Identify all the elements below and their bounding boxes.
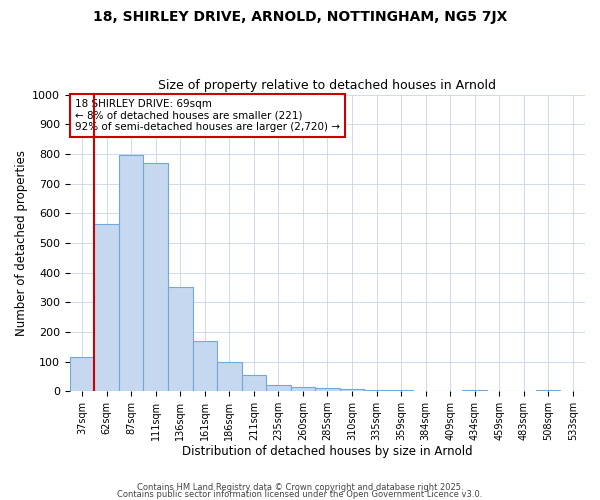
Title: Size of property relative to detached houses in Arnold: Size of property relative to detached ho… bbox=[158, 79, 496, 92]
Bar bbox=[413, 390, 438, 391]
Bar bbox=[143, 163, 168, 391]
Bar bbox=[168, 288, 193, 391]
Bar bbox=[536, 390, 560, 391]
Y-axis label: Number of detached properties: Number of detached properties bbox=[15, 150, 28, 336]
Text: Contains public sector information licensed under the Open Government Licence v3: Contains public sector information licen… bbox=[118, 490, 482, 499]
Bar bbox=[463, 390, 487, 391]
Text: 18 SHIRLEY DRIVE: 69sqm
← 8% of detached houses are smaller (221)
92% of semi-de: 18 SHIRLEY DRIVE: 69sqm ← 8% of detached… bbox=[75, 99, 340, 132]
Bar bbox=[340, 389, 364, 391]
Bar bbox=[94, 224, 119, 391]
Bar bbox=[290, 387, 315, 391]
Bar bbox=[193, 342, 217, 391]
Bar bbox=[315, 388, 340, 391]
Text: Contains HM Land Registry data © Crown copyright and database right 2025.: Contains HM Land Registry data © Crown c… bbox=[137, 484, 463, 492]
Bar bbox=[266, 386, 290, 391]
X-axis label: Distribution of detached houses by size in Arnold: Distribution of detached houses by size … bbox=[182, 444, 473, 458]
Bar bbox=[119, 156, 143, 391]
Bar bbox=[70, 357, 94, 391]
Bar bbox=[364, 390, 389, 391]
Bar bbox=[389, 390, 413, 391]
Text: 18, SHIRLEY DRIVE, ARNOLD, NOTTINGHAM, NG5 7JX: 18, SHIRLEY DRIVE, ARNOLD, NOTTINGHAM, N… bbox=[93, 10, 507, 24]
Bar bbox=[217, 362, 242, 391]
Bar bbox=[560, 390, 585, 391]
Bar bbox=[242, 375, 266, 391]
Bar bbox=[487, 390, 511, 391]
